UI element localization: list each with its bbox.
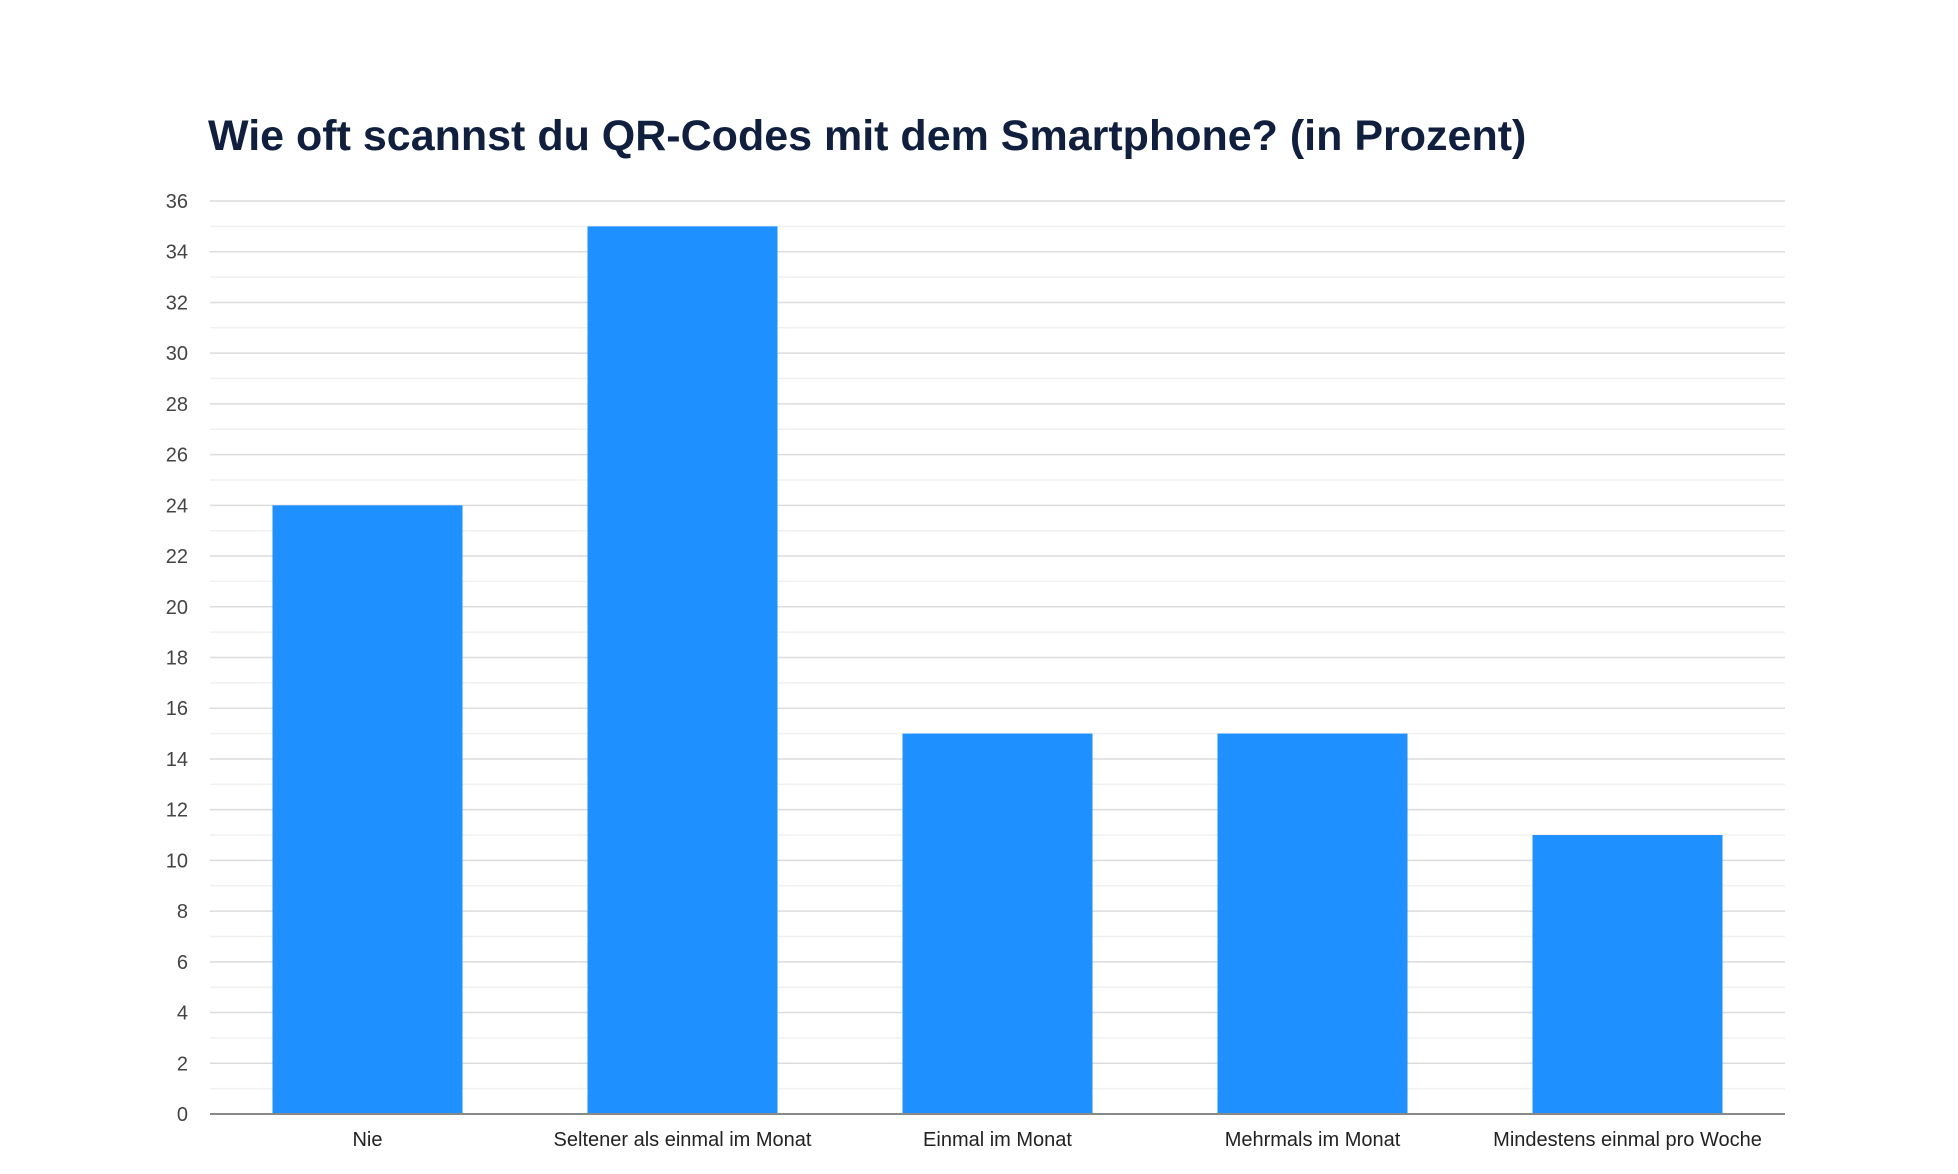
- bar: [272, 505, 463, 1114]
- y-tick-label: 14: [166, 749, 188, 771]
- bar: [587, 226, 778, 1115]
- x-category-label: Einmal im Monat: [923, 1129, 1072, 1151]
- y-tick-label: 24: [166, 495, 188, 517]
- bars: [272, 226, 1723, 1115]
- y-tick-label: 8: [177, 901, 188, 923]
- y-tick-label: 0: [177, 1104, 188, 1126]
- y-tick-label: 22: [166, 546, 188, 568]
- x-axis-labels: Nie Seltener als einmal im Monat Einmal im…: [352, 1129, 1761, 1151]
- y-tick-label: 18: [166, 648, 188, 670]
- y-tick-label: 16: [166, 698, 188, 720]
- minor-gridlines: [210, 225, 1785, 1090]
- x-category-label: Nie: [352, 1129, 382, 1151]
- y-tick-label: 30: [166, 343, 188, 365]
- x-category-label: Seltener als einmal im Monat: [554, 1129, 812, 1151]
- bar: [1217, 733, 1408, 1114]
- y-tick-label: 36: [166, 191, 188, 213]
- y-tick-label: 2: [177, 1053, 188, 1075]
- y-tick-label: 4: [177, 1003, 188, 1025]
- chart-title: Wie oft scannst du QR-Codes mit dem Smar…: [208, 112, 1527, 160]
- y-tick-label: 6: [177, 952, 188, 974]
- x-category-label: Mehrmals im Monat: [1225, 1129, 1401, 1151]
- y-tick-label: 12: [166, 800, 188, 822]
- bar: [902, 733, 1093, 1114]
- y-tick-label: 10: [166, 850, 188, 872]
- y-tick-label: 34: [166, 242, 188, 264]
- bar: [1532, 835, 1723, 1114]
- x-category-label: Mindestens einmal pro Woche: [1493, 1129, 1762, 1151]
- y-tick-label: 32: [166, 292, 188, 314]
- y-tick-label: 28: [166, 394, 188, 416]
- y-tick-label: 20: [166, 597, 188, 619]
- y-tick-label: 26: [166, 445, 188, 467]
